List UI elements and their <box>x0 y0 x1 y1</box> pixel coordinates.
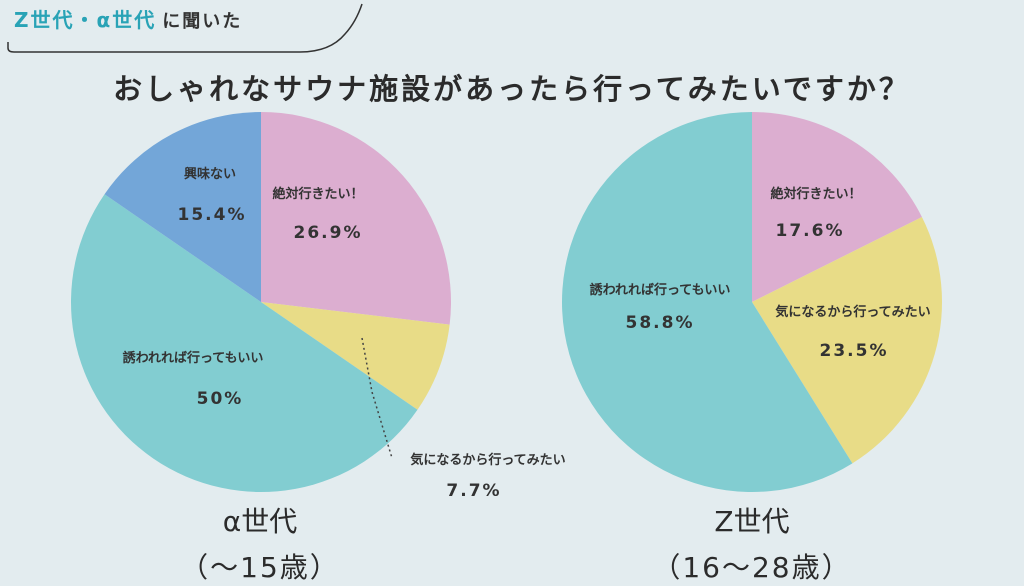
slice-label-0-0: 絶対行きたい！ <box>271 186 363 202</box>
pie-slice-0-1 <box>261 302 450 410</box>
pie-slice-1-0 <box>752 112 922 302</box>
slice-value-0-2: 50% <box>197 389 244 409</box>
leader-line-0-1 <box>361 337 393 459</box>
chart-caption-z-title: Z世代 <box>714 505 790 538</box>
slice-label-1-1: 気になるから行ってみたい <box>775 304 930 320</box>
page-title: おしゃれなサウナ施設があったら行ってみたいですか？ <box>113 72 911 106</box>
chart-caption-alpha: α世代 （〜15歳） <box>150 500 370 586</box>
slice-label-0-3: 興味ない <box>184 166 236 182</box>
chart-caption-z: Z世代 （16〜28歳） <box>632 500 872 586</box>
slice-label-0-2: 誘われれば行ってもいい <box>123 350 264 366</box>
chart-caption-alpha-title: α世代 <box>222 505 298 538</box>
slice-value-0-0: 26.9% <box>294 223 363 243</box>
pie-slice-0-3 <box>104 112 261 302</box>
slice-value-0-3: 15.4% <box>178 205 247 225</box>
header-tag-plain: に聞いた <box>162 11 243 32</box>
slice-value-1-2: 58.8% <box>626 313 695 333</box>
slice-label-1-2: 誘われれば行ってもいい <box>590 282 731 298</box>
slice-value-1-0: 17.6% <box>776 221 845 241</box>
chart-caption-alpha-sub: （〜15歳） <box>180 551 340 584</box>
slice-label-1-0: 絶対行きたい！ <box>769 186 861 202</box>
header-underline <box>7 3 363 53</box>
slice-value-0-1: 7.7% <box>446 481 501 501</box>
slice-label-0-1: 気になるから行ってみたい <box>410 452 565 468</box>
header-tag-accent: Z世代・α世代 <box>14 8 157 32</box>
chart-caption-z-sub: （16〜28歳） <box>652 551 852 584</box>
pie-slice-1-1 <box>752 216 942 464</box>
pie-slice-0-0 <box>261 112 451 325</box>
slice-value-1-1: 23.5% <box>820 341 889 361</box>
pie-slice-0-2 <box>71 194 418 492</box>
pie-slice-1-2 <box>562 112 853 492</box>
header-tag: Z世代・α世代 に聞いた <box>14 4 242 33</box>
